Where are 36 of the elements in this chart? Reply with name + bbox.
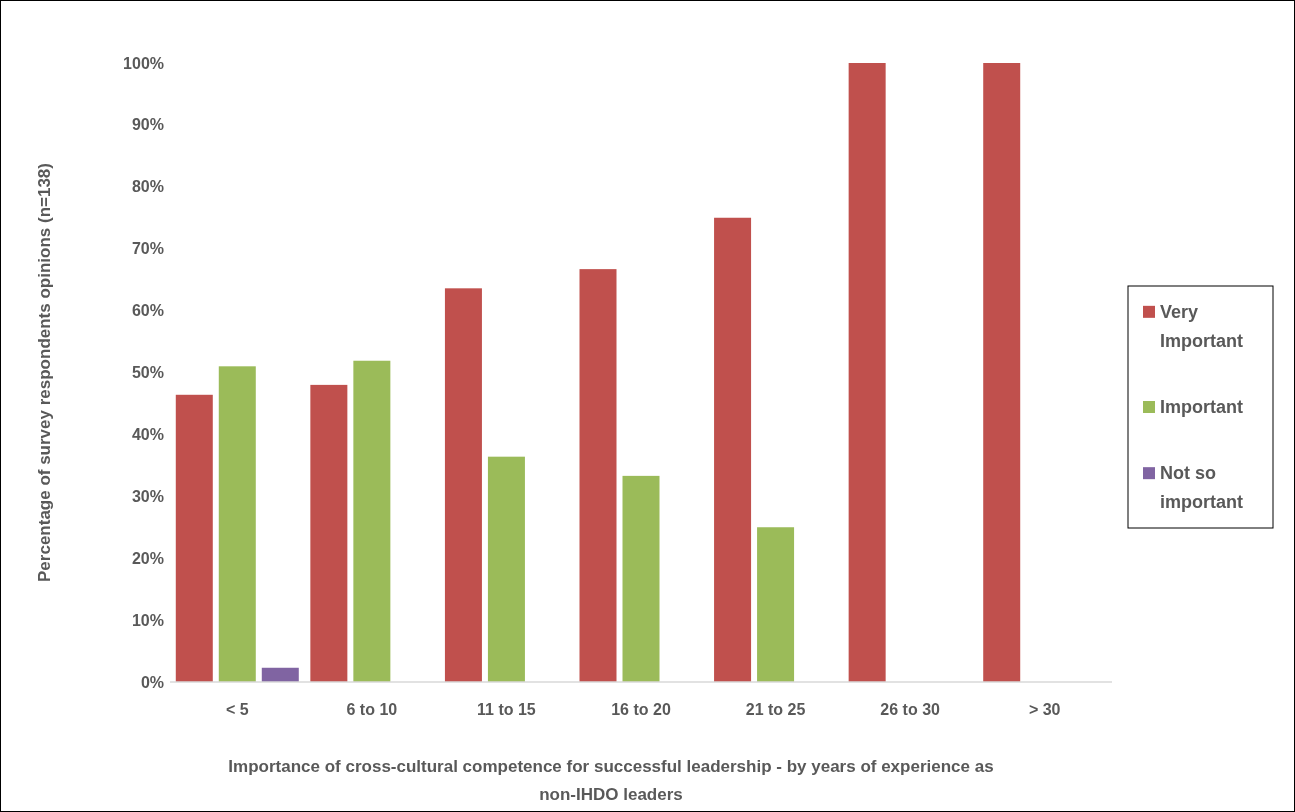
- bar: [310, 384, 348, 682]
- x-tick-label: 21 to 25: [745, 701, 806, 718]
- bar: [218, 366, 256, 682]
- y-tick-label: 80%: [131, 178, 164, 196]
- bar: [848, 63, 886, 682]
- bar: [757, 527, 795, 682]
- x-axis-title: Importance of cross-cultural competence for successful leadership - by years of experience as non-IHDO leaders: [228, 757, 994, 804]
- bar: [353, 360, 391, 682]
- y-tick-label: 60%: [131, 302, 164, 320]
- x-tick-label: < 5: [225, 701, 249, 718]
- y-tick-label: 100%: [123, 54, 164, 72]
- y-tick-label: 40%: [131, 425, 164, 443]
- legend-label: Not so important: [1160, 463, 1243, 513]
- x-tick-label: 11 to 15: [477, 701, 536, 718]
- y-tick-label: 0%: [140, 673, 164, 691]
- bar: [622, 475, 660, 682]
- x-tick-label: 16 to 20: [611, 701, 671, 718]
- bar: [983, 63, 1021, 682]
- y-tick-label: 50%: [131, 364, 164, 381]
- y-tick-label: 20%: [131, 549, 164, 567]
- bar: [487, 456, 525, 682]
- x-tick-label: 26 to 30: [880, 701, 941, 718]
- bar: [444, 288, 482, 682]
- y-tick-label: 90%: [131, 116, 164, 134]
- bar: [714, 217, 752, 682]
- legend-label: Important: [1160, 397, 1243, 417]
- y-tick-label: 10%: [131, 611, 164, 629]
- y-tick-label: 70%: [131, 240, 164, 258]
- y-axis-title: Percentage of survey respondents opinions (n=138): [35, 163, 54, 582]
- bar: [579, 269, 617, 682]
- bar: [175, 394, 213, 682]
- x-tick-label: 6 to 10: [346, 701, 398, 718]
- bar: [261, 667, 299, 682]
- legend-label: Very Important: [1160, 301, 1243, 351]
- y-tick-label: 30%: [131, 487, 164, 505]
- x-tick-label: > 30: [1028, 701, 1061, 718]
